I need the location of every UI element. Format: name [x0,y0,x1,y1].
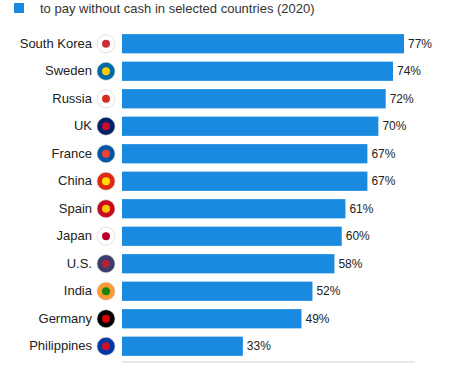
bar [122,89,386,108]
y-tick: Japan [57,228,92,243]
bar [122,227,342,246]
bar [122,172,367,191]
flag-detail [102,205,110,213]
category-label: U.S. [67,256,92,271]
category-label: UK [74,118,92,133]
y-tick: France [52,146,92,161]
y-tick: U.S. [67,256,92,271]
flag [97,282,115,300]
flag [97,35,115,53]
data-label: 77% [408,37,432,51]
flag-detail [102,40,110,48]
data-label: 58% [338,257,362,271]
data-label: 70% [382,119,406,133]
bars [122,34,404,356]
data-label: 49% [305,312,329,326]
flag [97,145,115,163]
bar [122,199,345,218]
data-label: 60% [346,229,370,243]
flag [97,255,115,273]
data-label: 72% [390,92,414,106]
subtitle: to pay without cash in selected countrie… [40,1,315,16]
y-tick: South Korea [20,36,93,51]
category-label: Russia [52,91,93,106]
data-label: 67% [371,147,395,161]
category-label: France [52,146,92,161]
category-label: India [64,283,93,298]
flag-detail [102,260,110,268]
category-label: Japan [57,228,92,243]
flag-detail [102,232,110,240]
y-tick: Germany [39,311,93,326]
flag-detail [102,122,110,130]
category-label: Sweden [45,63,92,78]
flag-detail [102,342,110,350]
flags [97,35,115,356]
bar [122,309,301,328]
category-label: Germany [39,311,93,326]
data-label: 52% [316,284,340,298]
data-labels: 77% 74% 72% 70% 67% 67% 61% 60% 58% 52% 49% 33% [247,37,432,354]
y-tick: India [64,283,93,298]
x-axis-line [122,362,415,363]
flag-detail [102,287,110,295]
bar [122,117,378,136]
bar [122,337,243,356]
y-tick: Sweden [45,63,92,78]
flag-detail [102,150,110,158]
flag [97,62,115,80]
category-label: Philippines [29,338,92,353]
bar [122,62,393,81]
subtitle-marker [14,3,24,13]
flag [97,227,115,245]
chart: to pay without cash in selected countrie… [0,0,450,375]
y-tick: UK [74,118,92,133]
flag [97,90,115,108]
flag [97,172,115,190]
data-label: 67% [371,174,395,188]
data-label: 61% [349,202,373,216]
category-label: Spain [59,201,92,216]
flag [97,310,115,328]
y-tick: China [58,173,93,188]
bar [122,144,367,163]
flag-detail [102,177,110,185]
category-label: South Korea [20,36,93,51]
flag [97,117,115,135]
flag-detail [102,315,110,323]
flag-detail [102,95,110,103]
bar [122,34,404,53]
bar [122,282,312,301]
category-label: China [58,173,93,188]
y-tick: Philippines [29,338,92,353]
y-tick: Spain [59,201,92,216]
y-axis: South Korea Sweden Russia UK France China Spai… [20,36,93,354]
data-label: 74% [397,64,421,78]
bar [122,254,334,273]
flag [97,200,115,218]
flag [97,337,115,355]
data-label: 33% [247,339,271,353]
y-tick: Russia [52,91,93,106]
flag-detail [102,67,110,75]
